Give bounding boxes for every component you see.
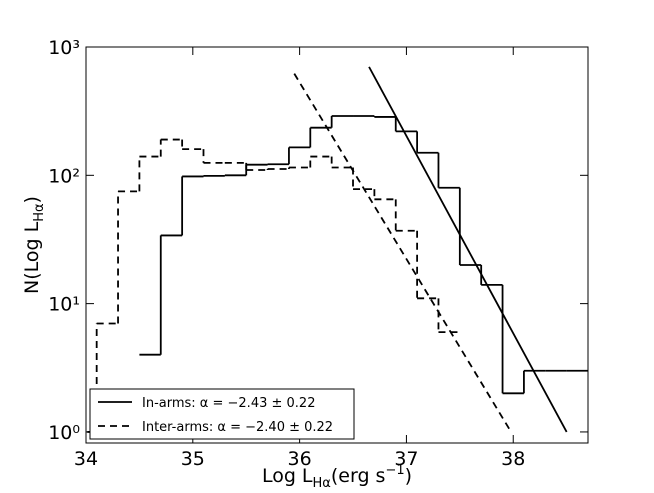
x-label-sub: Hα	[313, 476, 331, 491]
y-tick-label: 10⁰	[48, 422, 80, 444]
fit-line	[368, 66, 568, 433]
x-label-part: )	[405, 465, 412, 487]
y-axis-label: N(Log LHα)	[21, 196, 47, 294]
y-label-sub: Hα	[32, 203, 47, 221]
y-label-part: )	[21, 196, 43, 203]
y-tick-label: 10²	[48, 165, 80, 187]
x-label-sup: −1	[385, 463, 404, 478]
legend-label: Inter-arms: α = −2.40 ± 0.22	[142, 420, 333, 435]
plot-area	[86, 66, 588, 433]
x-label-part: (erg s	[331, 465, 386, 487]
x-tick-label: 35	[181, 448, 205, 470]
legend-label: In-arms: α = −2.43 ± 0.22	[142, 396, 315, 411]
y-tick-label: 10¹	[48, 294, 80, 316]
x-tick-label: 37	[394, 448, 418, 470]
x-tick-label: 34	[74, 448, 98, 470]
x-tick-label: 38	[501, 448, 525, 470]
plot-frame	[85, 46, 589, 444]
fit-line	[293, 73, 512, 433]
y-tick-label: 10³	[48, 37, 80, 59]
y-label-part: N(Log L	[21, 221, 43, 294]
x-axis-label: Log LHα(erg s−1)	[262, 463, 412, 491]
legend-box	[89, 388, 355, 440]
x-label-part: Log L	[262, 465, 313, 487]
x-tick-label: 36	[288, 448, 312, 470]
